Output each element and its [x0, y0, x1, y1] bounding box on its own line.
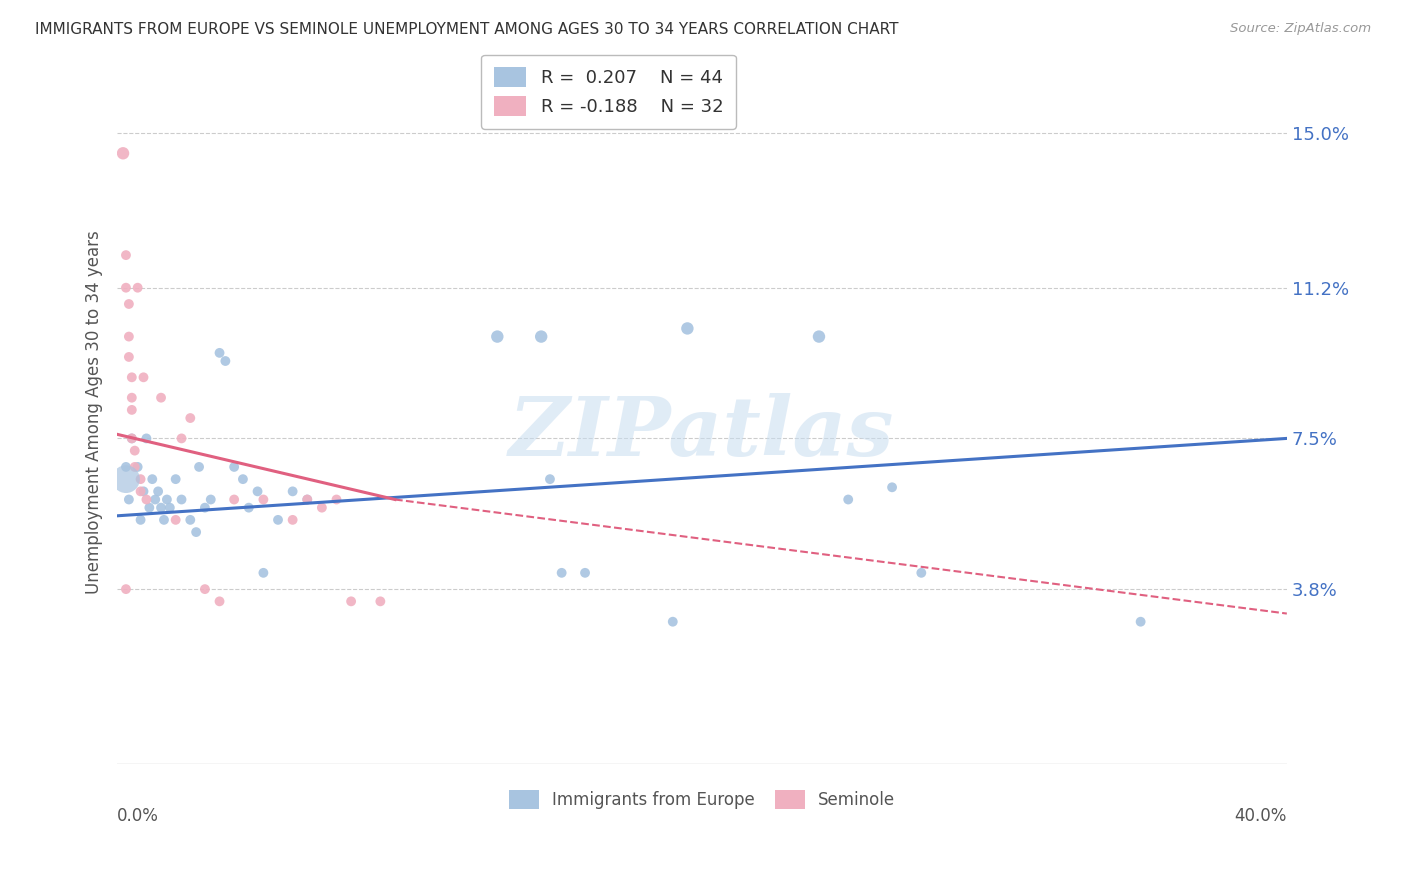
- Point: [118, 297, 141, 311]
- Point: [129, 472, 152, 486]
- Text: IMMIGRANTS FROM EUROPE VS SEMINOLE UNEMPLOYMENT AMONG AGES 30 TO 34 YEARS CORREL: IMMIGRANTS FROM EUROPE VS SEMINOLE UNEMP…: [35, 22, 898, 37]
- Point: [121, 391, 143, 405]
- Point: [807, 329, 830, 343]
- Point: [530, 329, 553, 343]
- Point: [574, 566, 596, 580]
- Text: Source: ZipAtlas.com: Source: ZipAtlas.com: [1230, 22, 1371, 36]
- Point: [208, 594, 231, 608]
- Point: [214, 354, 236, 368]
- Point: [165, 513, 187, 527]
- Point: [550, 566, 572, 580]
- Point: [297, 492, 319, 507]
- Point: [132, 484, 155, 499]
- Point: [141, 472, 163, 486]
- Point: [115, 459, 138, 474]
- Point: [121, 431, 143, 445]
- Point: [165, 472, 187, 486]
- Point: [127, 281, 149, 295]
- Point: [238, 500, 260, 515]
- Point: [370, 594, 392, 608]
- Point: [170, 431, 193, 445]
- Point: [170, 492, 193, 507]
- Point: [115, 582, 138, 596]
- Point: [143, 492, 166, 507]
- Point: [486, 329, 509, 343]
- Point: [194, 582, 217, 596]
- Point: [115, 472, 138, 486]
- Point: [135, 492, 157, 507]
- Point: [150, 391, 173, 405]
- Point: [188, 459, 211, 474]
- Point: [132, 370, 155, 384]
- Point: [124, 443, 146, 458]
- Point: [121, 431, 143, 445]
- Point: [200, 492, 222, 507]
- Point: [880, 480, 903, 494]
- Point: [118, 329, 141, 343]
- Point: [153, 513, 176, 527]
- Point: [661, 615, 683, 629]
- Point: [837, 492, 859, 507]
- Point: [208, 346, 231, 360]
- Point: [252, 492, 274, 507]
- Point: [135, 431, 157, 445]
- Point: [325, 492, 347, 507]
- Point: [224, 492, 246, 507]
- Point: [194, 500, 217, 515]
- Point: [179, 411, 201, 425]
- Text: 40.0%: 40.0%: [1234, 806, 1286, 824]
- Point: [112, 146, 135, 161]
- Point: [252, 566, 274, 580]
- Point: [115, 248, 138, 262]
- Point: [246, 484, 269, 499]
- Point: [1129, 615, 1152, 629]
- Point: [311, 500, 333, 515]
- Point: [281, 513, 304, 527]
- Point: [232, 472, 254, 486]
- Point: [267, 513, 290, 527]
- Point: [281, 484, 304, 499]
- Point: [138, 500, 160, 515]
- Text: ZIPatlas: ZIPatlas: [509, 393, 894, 473]
- Point: [340, 594, 363, 608]
- Point: [129, 513, 152, 527]
- Point: [118, 350, 141, 364]
- Point: [150, 500, 173, 515]
- Point: [115, 281, 138, 295]
- Point: [127, 459, 149, 474]
- Point: [538, 472, 561, 486]
- Point: [159, 500, 181, 515]
- Point: [676, 321, 699, 335]
- Point: [124, 459, 146, 474]
- Point: [910, 566, 932, 580]
- Text: 0.0%: 0.0%: [117, 806, 159, 824]
- Point: [297, 492, 319, 507]
- Y-axis label: Unemployment Among Ages 30 to 34 years: Unemployment Among Ages 30 to 34 years: [86, 230, 103, 594]
- Point: [156, 492, 179, 507]
- Point: [129, 484, 152, 499]
- Point: [121, 370, 143, 384]
- Point: [186, 525, 208, 540]
- Point: [146, 484, 169, 499]
- Point: [224, 459, 246, 474]
- Point: [121, 403, 143, 417]
- Legend: Immigrants from Europe, Seminole: Immigrants from Europe, Seminole: [502, 784, 901, 816]
- Point: [179, 513, 201, 527]
- Point: [118, 492, 141, 507]
